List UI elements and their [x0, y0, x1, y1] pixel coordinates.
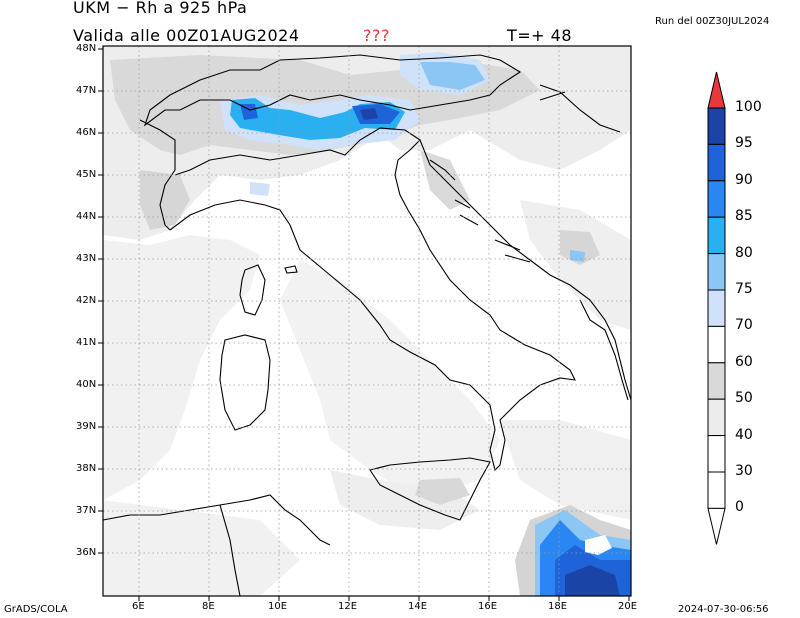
legend-swatch: [707, 216, 726, 255]
legend-level-label: 70: [735, 317, 753, 334]
chart-title: UKM − Rh a 925 hPa: [73, 0, 248, 17]
legend-level-label: 0: [735, 499, 744, 516]
legend-swatch: [707, 253, 726, 291]
legend-colorbar: [707, 71, 726, 545]
lat-label: 37N: [76, 505, 97, 516]
legend-swatch: [707, 471, 726, 509]
flag-text: ???: [363, 26, 390, 45]
legend-swatch: [707, 362, 726, 400]
forecast-step: T=+ 48: [507, 26, 573, 45]
graticule: [103, 46, 631, 596]
lat-label: 44N: [76, 211, 97, 222]
legend-level-label: 85: [735, 208, 753, 225]
coastlines: [103, 54, 631, 596]
legend-level-label: 30: [735, 463, 753, 479]
legend-swatch: [707, 398, 726, 437]
run-time: Run del 00Z30JUL2024: [655, 16, 770, 27]
legend-swatch: [707, 143, 726, 182]
legend-level-label: 80: [735, 244, 753, 261]
lat-label: 46N: [76, 127, 97, 138]
legend-level-label: 60: [735, 353, 753, 370]
map-frame: [102, 45, 632, 597]
tick-marks: [98, 48, 630, 601]
lon-label: 8E: [202, 601, 215, 612]
lat-label: 48N: [76, 43, 97, 54]
legend-swatch: [707, 435, 726, 473]
timestamp-text: 2024-07-30-06:56: [678, 604, 769, 615]
legend-swatch: [707, 180, 726, 218]
credit-text: GrADS/COLA: [4, 604, 68, 615]
humidity-fields: [103, 46, 631, 596]
legend-level-label: 95: [735, 135, 753, 152]
legend-arrow-bottom: [707, 507, 726, 545]
lat-label: 39N: [76, 421, 97, 432]
legend-level-label: 50: [735, 390, 753, 407]
lon-label: 6E: [132, 601, 145, 612]
lon-label: 18E: [548, 601, 568, 612]
lat-label: 41N: [76, 337, 97, 348]
lon-label: 16E: [478, 601, 498, 612]
lat-label: 45N: [76, 169, 97, 180]
legend-swatch: [707, 107, 726, 145]
lat-label: 38N: [76, 463, 97, 474]
valid-time: Valida alle 00Z01AUG2024: [73, 26, 300, 45]
lat-label: 36N: [76, 547, 97, 558]
lat-label: 43N: [76, 253, 97, 264]
lon-label: 20E: [618, 601, 638, 612]
legend-swatch: [707, 289, 726, 327]
legend-level-label: 90: [735, 171, 753, 188]
legend-level-label: 100: [735, 99, 762, 115]
legend-level-label: 40: [735, 426, 753, 443]
lat-label: 40N: [76, 379, 97, 390]
legend-level-label: 75: [735, 281, 753, 297]
lon-label: 10E: [268, 601, 288, 612]
lon-label: 14E: [408, 601, 428, 612]
lat-label: 42N: [76, 295, 97, 306]
lat-label: 47N: [76, 85, 97, 96]
lon-label: 12E: [338, 601, 358, 612]
legend-arrow-top: [707, 71, 726, 109]
legend-swatch: [707, 325, 726, 364]
